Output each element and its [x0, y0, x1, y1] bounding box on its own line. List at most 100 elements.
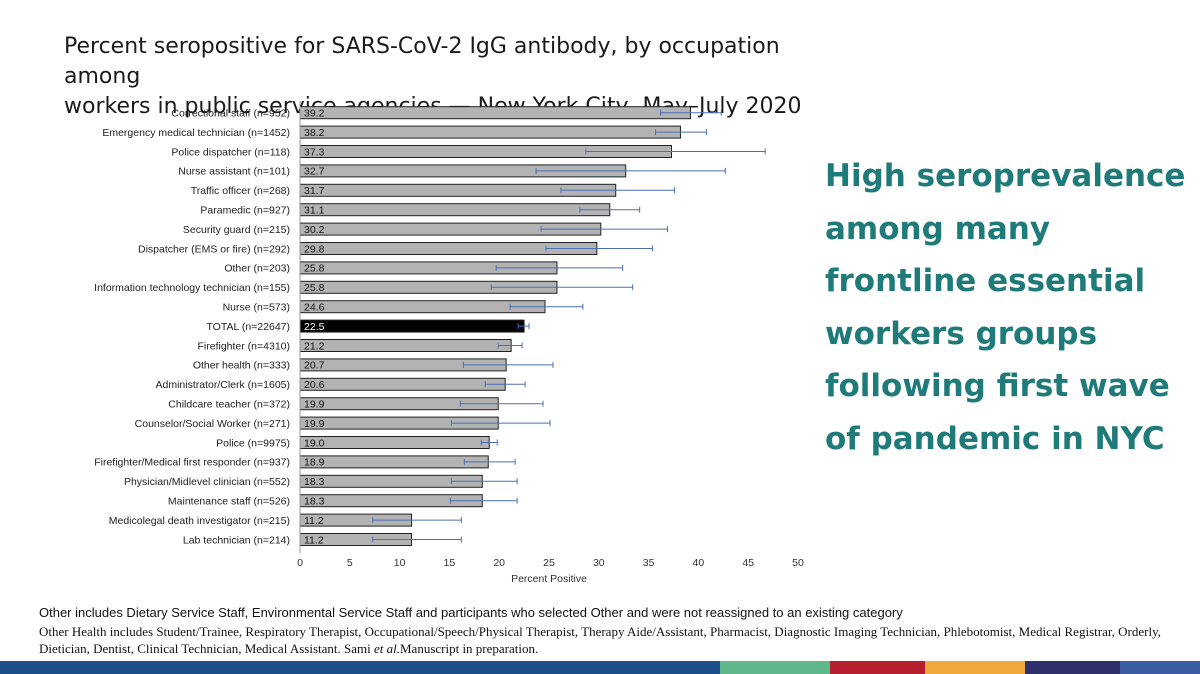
bar-value-label: 18.9	[304, 457, 325, 469]
bar-value-label: 19.9	[304, 399, 325, 411]
category-label: Counselor/Social Worker (n=271)	[135, 418, 290, 430]
bar-value-label: 32.7	[304, 166, 325, 178]
brand-color-bar	[0, 661, 1200, 674]
bar-value-label: 11.2	[304, 515, 324, 527]
key-finding-callout: High seroprevalence among many frontline e…	[825, 150, 1195, 465]
bar-value-label: 19.0	[304, 437, 325, 449]
error-bar	[655, 129, 707, 136]
x-tick-label: 10	[394, 557, 406, 569]
bar-value-label: 11.2	[304, 534, 324, 546]
category-label: Maintenance staff (n=526)	[168, 496, 290, 508]
x-tick-label: 30	[593, 557, 605, 569]
error-bar	[449, 497, 518, 504]
brand-bar-segment	[1120, 661, 1200, 674]
x-axis: 0 5 10 15 20 25 30 35 40 45 50 Percent Positive	[297, 101, 804, 585]
footnote-2-tail: Manuscript in preparation.	[399, 641, 539, 656]
callout-line: workers groups	[825, 315, 1098, 352]
error-bar	[560, 187, 675, 194]
chart-title-line-1: Percent seropositive for SARS-CoV-2 IgG …	[64, 34, 780, 89]
seropositivity-bar-chart: Correctional staff (n=952) 39.2 Emergency …	[94, 101, 804, 585]
callout-line: of pandemic in NYC	[825, 420, 1165, 457]
error-bar	[459, 400, 544, 407]
bar	[299, 339, 512, 352]
bar-value-label: 19.9	[304, 418, 325, 430]
category-label: TOTAL (n=22647)	[206, 321, 290, 333]
category-label: Medicolegal death investigator (n=215)	[109, 515, 290, 527]
category-label: Firefighter (n=4310)	[197, 340, 290, 352]
x-tick-label: 40	[693, 557, 705, 569]
bar-value-label: 37.3	[304, 146, 325, 158]
x-tick-label: 15	[444, 557, 456, 569]
brand-bar-segment	[830, 661, 925, 674]
error-bar	[490, 284, 634, 291]
x-tick-label: 0	[297, 557, 303, 569]
bar-value-label: 39.2	[304, 108, 325, 120]
bar-value-label: 18.3	[304, 476, 325, 488]
bar-value-label: 38.2	[304, 127, 325, 139]
error-bar	[497, 342, 523, 349]
bar	[299, 203, 611, 217]
x-tick-label: 20	[493, 557, 505, 569]
error-bar	[450, 478, 518, 485]
category-label: Other health (n=333)	[193, 360, 290, 372]
category-label: Information technology technician (n=155…	[94, 282, 290, 294]
bar	[299, 436, 490, 449]
brand-bar-segment	[360, 661, 720, 674]
category-label: Paramedic (n=927)	[200, 205, 290, 217]
x-tick-label: 50	[792, 557, 804, 569]
footnote-2-text: Other Health includes Student/Trainee, R…	[39, 624, 1161, 656]
callout-line: frontline essential	[825, 263, 1146, 299]
footnote-other-definition: Other includes Dietary Service Staff, En…	[39, 605, 903, 620]
bar	[299, 377, 506, 391]
category-label: Nurse assistant (n=101)	[178, 166, 290, 178]
error-bar	[480, 439, 498, 446]
brand-bar-segment	[1025, 661, 1120, 674]
callout-line: High seroprevalence	[825, 158, 1186, 194]
error-bar	[660, 109, 722, 116]
error-bar	[462, 361, 554, 368]
category-label: Police dispatcher (n=118)	[171, 146, 290, 158]
category-label: Lab technician (n=214)	[183, 534, 290, 546]
callout-line: following first wave	[825, 368, 1170, 404]
bar-value-label: 30.2	[304, 224, 325, 236]
bar-value-label: 29.8	[304, 243, 325, 255]
x-axis-title: Percent Positive	[511, 573, 587, 585]
footnote-other-health-definition: Other Health includes Student/Trainee, R…	[39, 623, 1189, 657]
category-label: Correctional staff (n=952)	[171, 108, 290, 120]
error-bar	[463, 458, 516, 465]
bar	[299, 125, 681, 139]
error-bar	[545, 245, 654, 252]
category-label: Security guard (n=215)	[183, 224, 290, 236]
bar-value-label: 25.8	[304, 263, 325, 275]
bar-value-label: 24.6	[304, 302, 325, 314]
category-label: Dispatcher (EMS or fire) (n=292)	[138, 243, 290, 255]
footnote-2-italic: et al.	[373, 641, 400, 656]
brand-bar-segment	[0, 661, 360, 674]
bars-layer: Correctional staff (n=952) 39.2 Emergency …	[94, 106, 766, 546]
x-tick-label: 45	[742, 557, 754, 569]
bar-value-label: 25.8	[304, 282, 325, 294]
error-bar	[372, 536, 462, 543]
bar	[299, 319, 525, 333]
callout-line: among many	[825, 210, 1051, 247]
category-label: Emergency medical technician (n=1452)	[102, 127, 290, 139]
brand-bar-segment	[720, 661, 830, 674]
category-label: Childcare teacher (n=372)	[168, 399, 290, 411]
brand-bar-segment	[925, 661, 1025, 674]
x-tick-label: 5	[347, 557, 353, 569]
error-bar	[535, 167, 726, 174]
bar	[299, 455, 489, 469]
x-tick-label: 25	[543, 557, 555, 569]
error-bar	[495, 264, 624, 271]
category-label: Police (n=9975)	[216, 437, 290, 449]
bar	[299, 106, 691, 120]
bar-value-label: 18.3	[304, 496, 325, 508]
category-label: Traffic officer (n=268)	[191, 185, 290, 197]
bar	[299, 300, 546, 314]
error-bar	[579, 206, 641, 213]
error-bar	[484, 381, 526, 388]
category-label: Firefighter/Medical first responder (n=9…	[94, 457, 290, 469]
error-bar	[517, 323, 530, 330]
bar-value-label: 31.1	[304, 205, 325, 217]
x-tick-label: 35	[643, 557, 655, 569]
